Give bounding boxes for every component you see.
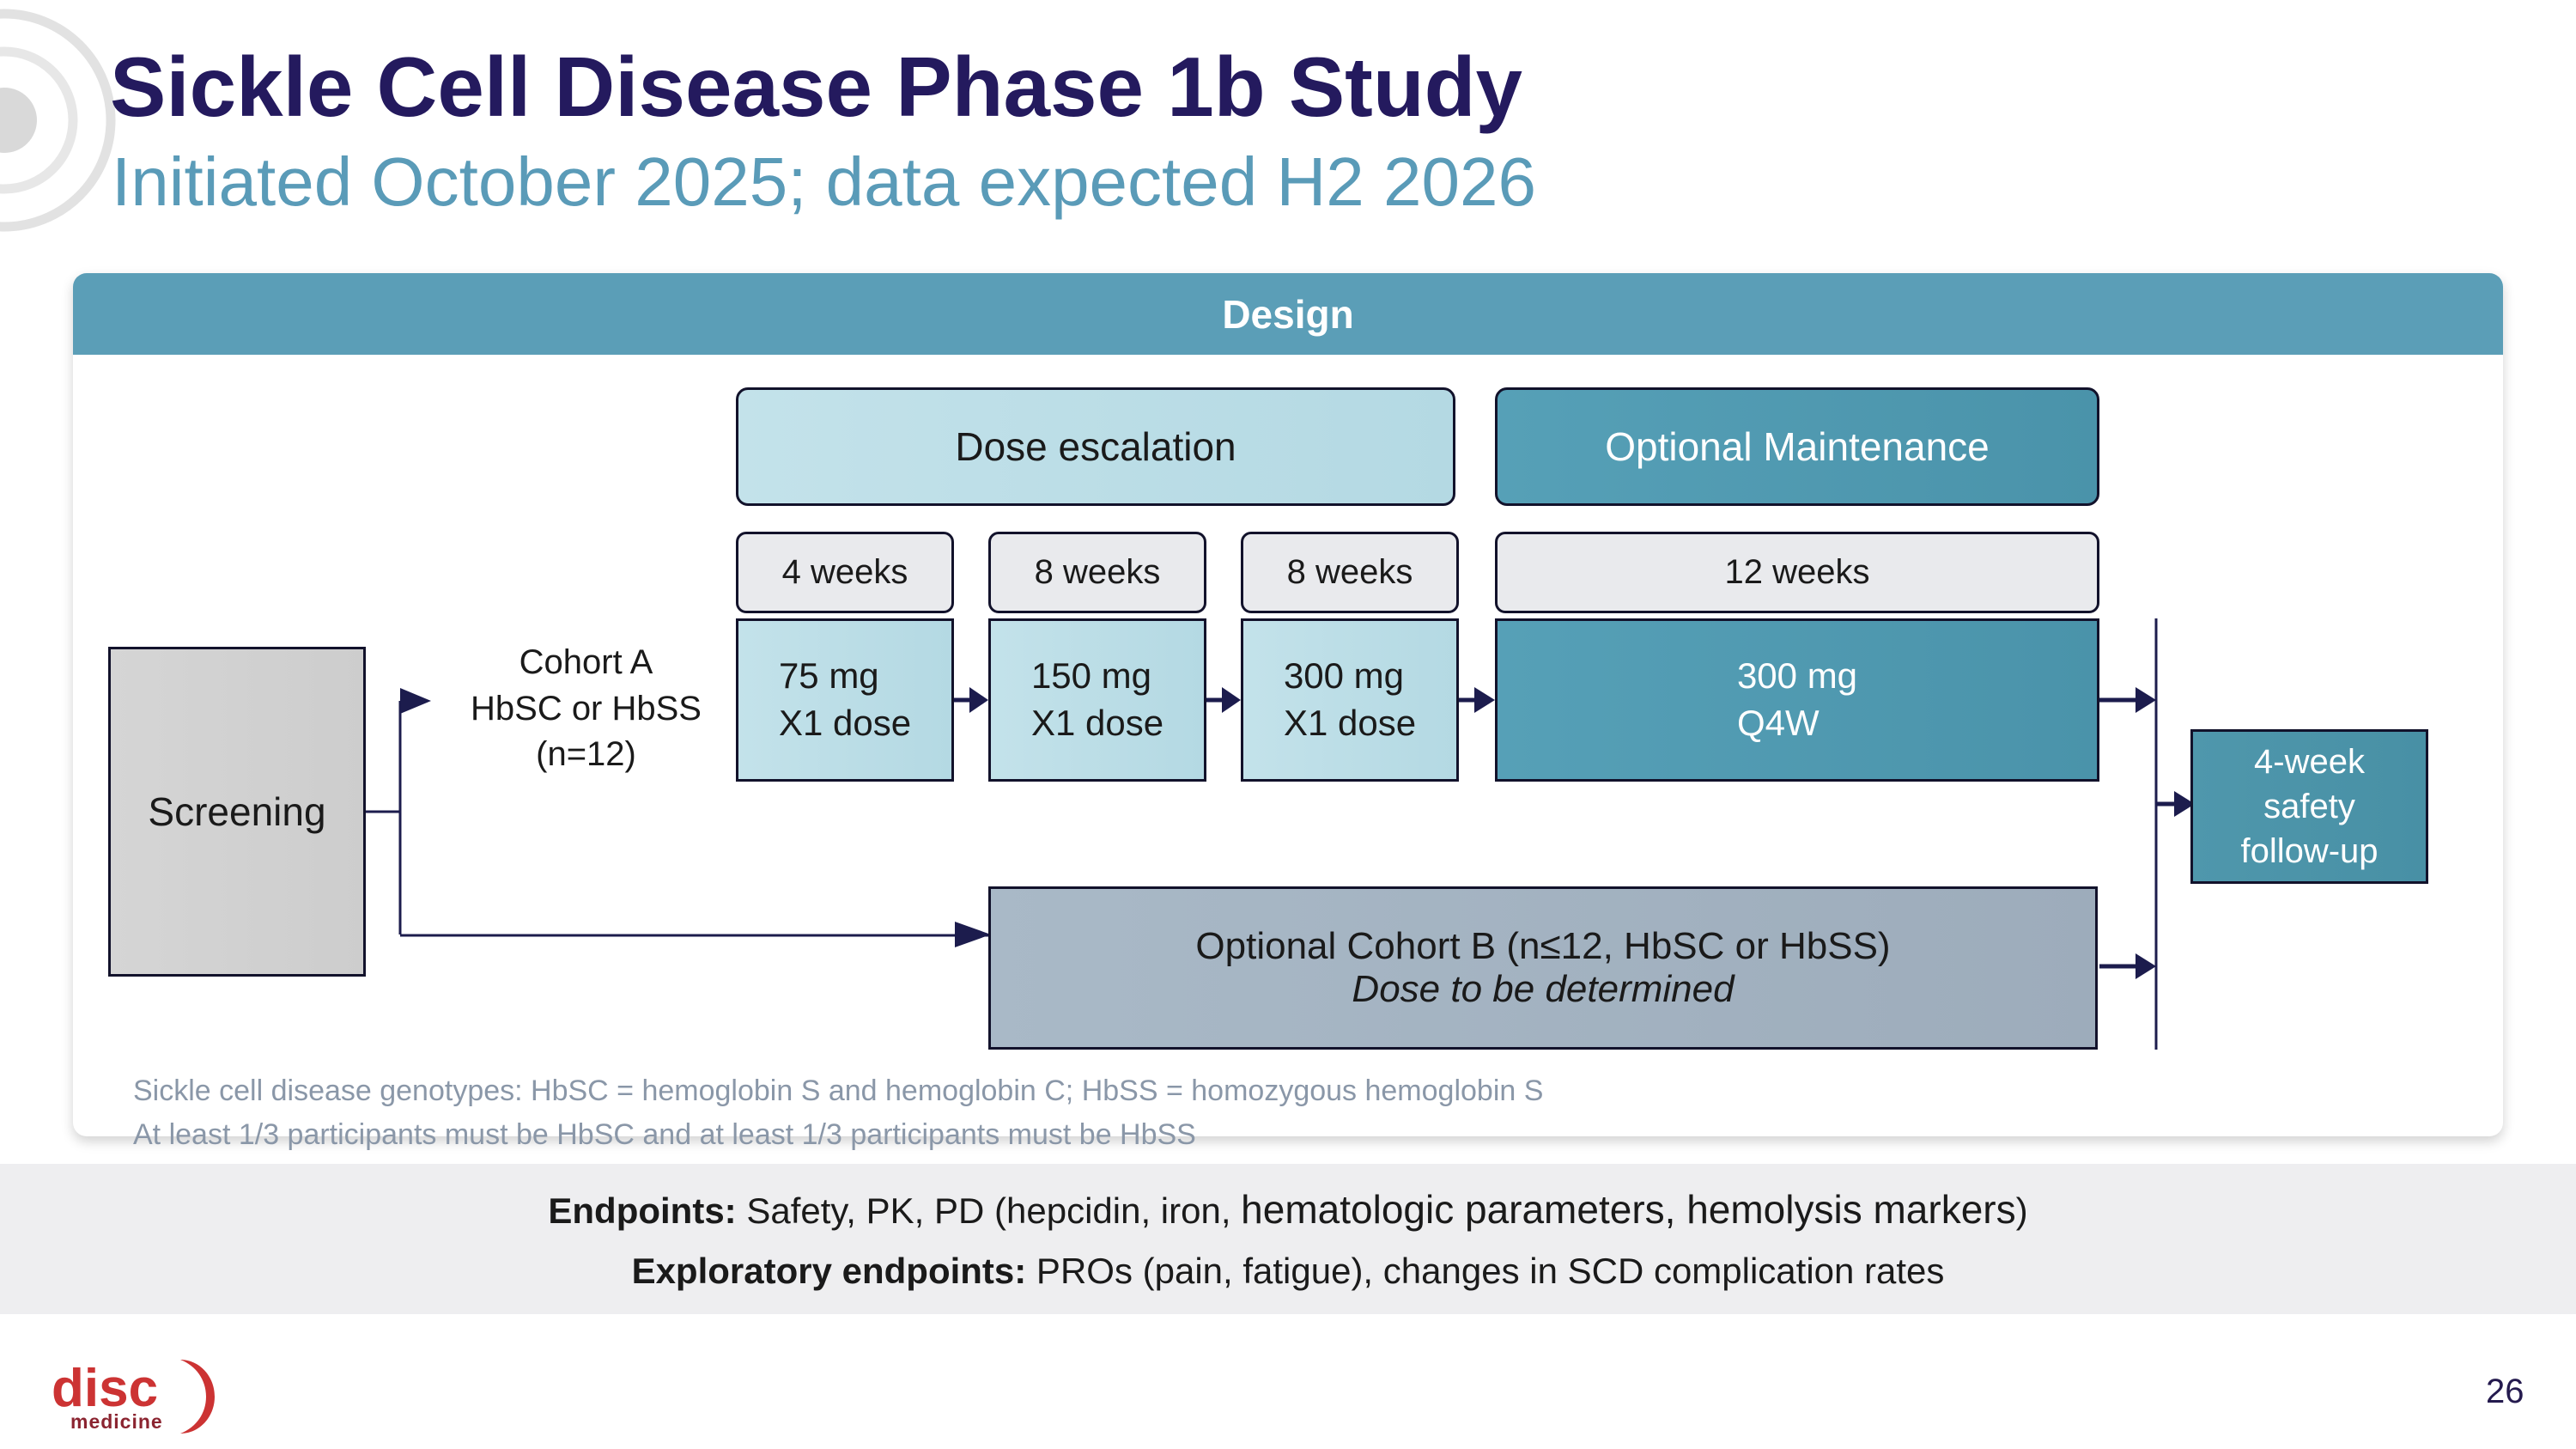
- svg-text:disc: disc: [52, 1359, 158, 1418]
- svg-text:medicine: medicine: [70, 1410, 163, 1433]
